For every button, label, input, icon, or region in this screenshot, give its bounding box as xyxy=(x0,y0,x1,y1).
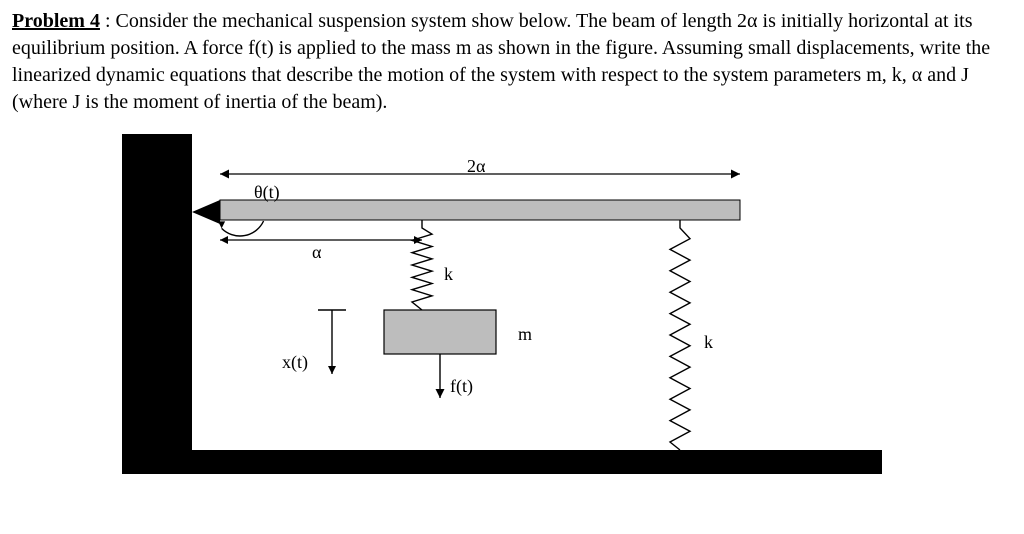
problem-statement: Problem 4 : Consider the mechanical susp… xyxy=(12,8,1012,116)
label-k-mid: k xyxy=(444,264,453,285)
diagram: 2α θ(t) α k k m x(t) f(t) xyxy=(122,134,882,474)
label-alpha: α xyxy=(312,242,321,263)
label-f: f(t) xyxy=(450,376,473,397)
label-theta: θ(t) xyxy=(254,182,280,203)
label-two-alpha: 2α xyxy=(467,156,485,177)
problem-body: : Consider the mechanical suspension sys… xyxy=(12,10,990,113)
label-x: x(t) xyxy=(282,352,308,373)
problem-title: Problem 4 xyxy=(12,10,100,32)
diagram-svg xyxy=(122,134,882,474)
label-k-right: k xyxy=(704,332,713,353)
label-m: m xyxy=(518,324,532,345)
